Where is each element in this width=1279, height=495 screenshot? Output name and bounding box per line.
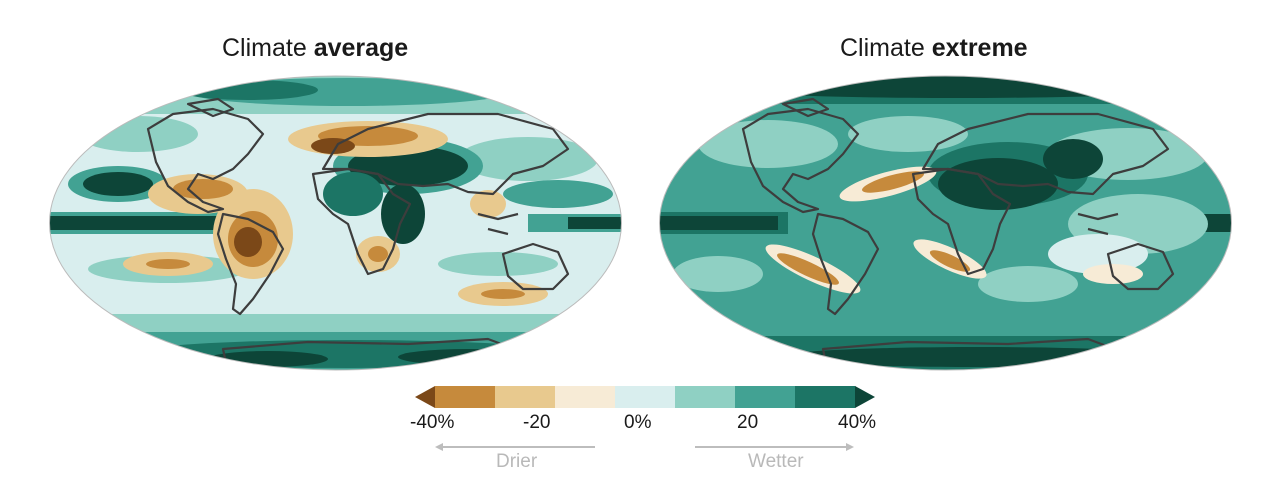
map-climate-extreme: [659, 75, 1232, 371]
legend-arrow-max: [855, 386, 875, 408]
precip-region: [470, 190, 506, 218]
precip-region: [234, 227, 262, 257]
precip-region: [146, 259, 190, 269]
legend-tick-zero: 0%: [624, 412, 652, 433]
precip-region: [503, 180, 613, 208]
legend-swatch: [555, 386, 616, 408]
precip-region: [83, 172, 153, 196]
precip-region: [929, 250, 971, 272]
precip-region: [481, 289, 525, 299]
precip-region: [49, 216, 238, 230]
map-title-extreme: Climate extreme: [840, 34, 1028, 63]
precip-region: [128, 340, 568, 368]
map-climate-average: [49, 75, 622, 371]
legend-swatch: [675, 386, 736, 408]
precip-region: [368, 246, 388, 262]
map-frame: [659, 75, 1232, 371]
map-title-average: Climate average: [222, 34, 408, 63]
drier-arrow-head: [435, 443, 443, 451]
legend-arrow-min: [415, 386, 435, 408]
legend-tick-minus20: -20: [523, 412, 551, 433]
legend-tick-minus40: -40%: [410, 412, 455, 433]
precip-region: [323, 172, 383, 216]
map-frame: [49, 75, 622, 371]
title-prefix: Climate: [840, 34, 932, 62]
legend-tick-20: 20: [737, 412, 759, 433]
precip-region: [778, 347, 1178, 367]
precip-region: [659, 216, 778, 230]
precip-region: [173, 179, 233, 199]
precip-region: [381, 184, 425, 244]
precip-region: [698, 76, 1218, 98]
legend-swatch: [435, 386, 496, 408]
wetter-arrow-head: [846, 443, 854, 451]
wetter-label: Wetter: [748, 451, 804, 472]
precip-region: [1043, 139, 1103, 179]
drier-label: Drier: [496, 451, 538, 472]
legend-swatch: [615, 386, 676, 408]
legend-swatch: [495, 386, 556, 408]
precip-region: [438, 252, 558, 276]
precip-region: [1048, 234, 1148, 274]
precip-region: [978, 266, 1078, 302]
precip-region: [398, 349, 538, 365]
legend-swatch: [795, 386, 856, 408]
title-emphasis: average: [313, 34, 409, 62]
title-prefix: Climate: [222, 34, 314, 62]
precip-region: [862, 171, 924, 193]
legend-colorbar: [415, 386, 875, 451]
title-emphasis: extreme: [931, 34, 1028, 62]
legend-swatch: [735, 386, 796, 408]
precip-region: [78, 116, 198, 152]
precip-region: [458, 137, 598, 181]
precip-region: [568, 217, 622, 229]
precip-region: [848, 116, 968, 152]
legend-tick-40: 40%: [838, 412, 877, 433]
precip-region: [777, 253, 839, 285]
legend-swatches: [415, 386, 875, 408]
precip-region: [698, 120, 838, 168]
precip-region: [673, 256, 763, 292]
